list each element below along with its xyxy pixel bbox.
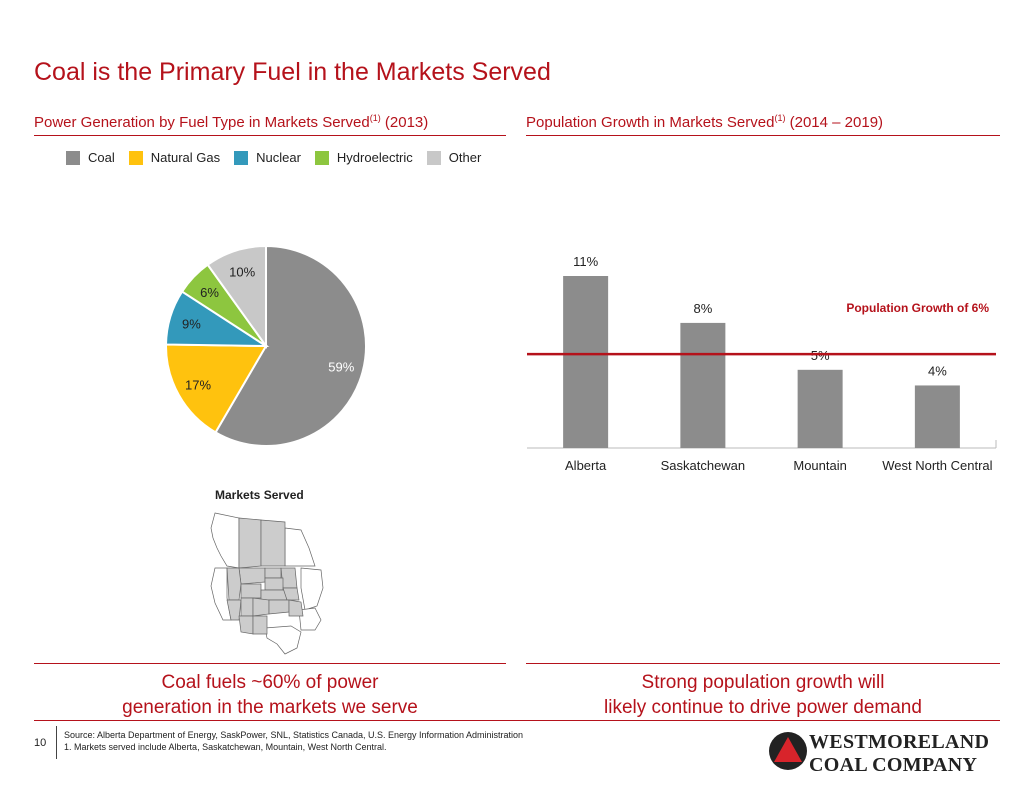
legend-item-nuclear: Nuclear <box>234 150 315 165</box>
right-takeaway-line2: likely continue to drive power demand <box>604 697 922 718</box>
left-section-title: Power Generation by Fuel Type in Markets… <box>34 113 429 131</box>
left-takeaway-line1: Coal fuels ~60% of power <box>161 672 379 693</box>
markets-map <box>210 512 324 655</box>
bar-mountain <box>797 369 843 448</box>
pie-slice-other <box>206 244 267 350</box>
map-outline <box>210 512 324 655</box>
westmoreland-logo-icon <box>769 732 807 770</box>
map-missouri <box>288 599 304 617</box>
page-title: Coal is the Primary Fuel in the Markets … <box>34 58 551 86</box>
pie-label-coal: 59% <box>328 359 354 374</box>
bar-value-label-saskatchewan: 8% <box>693 301 712 316</box>
pie-label-natural-gas: 17% <box>185 377 211 392</box>
legend-swatch-nuclear <box>234 150 249 165</box>
left-takeaway-rule-top <box>34 663 506 664</box>
map-new-mexico <box>252 615 268 635</box>
pie-label-nuclear: 9% <box>182 316 201 331</box>
left-takeaway: Coal fuels ~60% of power generation in t… <box>34 670 506 720</box>
bar-category-label-alberta: Alberta <box>565 458 607 473</box>
legend-label-hydroelectric: Hydroelectric <box>336 150 413 165</box>
map-southeast <box>298 607 322 631</box>
bar-category-label-mountain: Mountain <box>793 458 846 473</box>
map-utah <box>240 597 254 617</box>
map-texas <box>264 625 302 655</box>
reference-line-label: Population Growth of 6% <box>846 301 989 315</box>
map-manitoba <box>284 527 316 567</box>
legend-label-coal: Coal <box>88 150 115 165</box>
pie-label-other: 10% <box>229 265 255 280</box>
left-section-rule <box>34 135 506 136</box>
bar-category-label-saskatchewan: Saskatchewan <box>661 458 746 473</box>
map-east-us <box>300 567 324 611</box>
pie-legend: Coal Natural Gas Nuclear Hydroelectric O… <box>66 150 495 165</box>
right-takeaway-rule-top <box>526 663 1000 664</box>
map-montana <box>238 567 266 585</box>
right-section-rule <box>526 135 1000 136</box>
map-title: Markets Served <box>215 488 304 502</box>
map-kansas <box>268 599 290 615</box>
logo-line2: COAL COMPANY <box>809 754 978 776</box>
bar-value-label-alberta: 11% <box>573 254 598 269</box>
company-logo-text: WESTMORELAND COAL COMPANY <box>809 731 989 777</box>
map-north-dakota <box>264 567 282 579</box>
legend-swatch-hydroelectric <box>314 150 329 165</box>
pie-slice-natural-gas <box>165 343 268 434</box>
footer-rule <box>34 720 1000 721</box>
map-iowa <box>282 587 300 601</box>
map-served-regions <box>226 517 304 635</box>
legend-label-nuclear: Nuclear <box>256 150 301 165</box>
map-south-dakota <box>264 577 284 591</box>
map-minnesota <box>280 567 298 589</box>
legend-item-other: Other <box>426 150 496 165</box>
bar-chart: 11%Alberta8%Saskatchewan5%Mountain4%West… <box>527 254 997 473</box>
bar-saskatchewan <box>680 322 726 448</box>
legend-swatch-other <box>426 150 441 165</box>
footer-note: 1. Markets served include Alberta, Saska… <box>64 742 387 752</box>
legend-swatch-coal <box>66 150 80 165</box>
bar-value-label-west-north-central: 4% <box>928 363 947 378</box>
map-wyoming <box>240 583 262 599</box>
footer-divider <box>56 726 57 759</box>
bar-alberta <box>563 276 609 448</box>
page-number: 10 <box>34 737 47 749</box>
bar-category-label-west-north-central: West North Central <box>882 458 992 473</box>
right-takeaway: Strong population growth will likely con… <box>526 670 1000 720</box>
map-nevada <box>226 599 242 621</box>
right-section-title: Population Growth in Markets Served(1) (… <box>526 113 884 131</box>
legend-label-natural-gas: Natural Gas <box>150 150 221 165</box>
pie-chart: 59% 17% 9% 6% 10% <box>164 244 367 447</box>
map-nebraska <box>260 589 288 601</box>
right-takeaway-line1: Strong population growth will <box>641 672 885 693</box>
legend-item-natural-gas: Natural Gas <box>128 150 234 165</box>
map-bc <box>210 512 240 569</box>
pie-slice-coal <box>214 244 367 447</box>
map-alberta <box>238 517 262 569</box>
map-idaho <box>226 567 242 601</box>
map-arizona <box>238 615 254 635</box>
logo-line1: WESTMORELAND <box>809 731 990 753</box>
pie-label-hydroelectric: 6% <box>200 285 219 300</box>
legend-item-hydroelectric: Hydroelectric <box>314 150 427 165</box>
legend-label-other: Other <box>448 150 482 165</box>
left-takeaway-line2: generation in the markets we serve <box>122 697 418 718</box>
map-saskatchewan <box>260 519 286 567</box>
map-colorado <box>252 597 270 617</box>
legend-item-coal: Coal <box>66 150 129 165</box>
footer-source: Source: Alberta Department of Energy, Sa… <box>64 730 524 740</box>
bar-west-north-central <box>914 385 960 448</box>
legend-swatch-natural-gas <box>128 150 143 165</box>
